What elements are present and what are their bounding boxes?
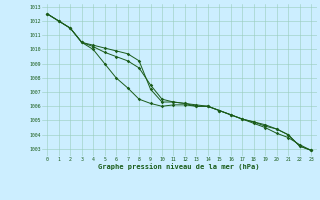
X-axis label: Graphe pression niveau de la mer (hPa): Graphe pression niveau de la mer (hPa) xyxy=(99,163,260,170)
